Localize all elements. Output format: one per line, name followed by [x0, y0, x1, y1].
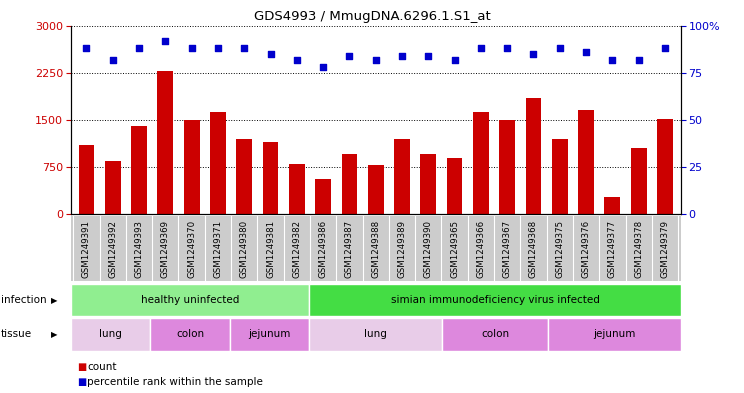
Point [212, 45, 224, 51]
Bar [499, 120, 515, 214]
Text: ■: ■ [77, 377, 86, 387]
Bar [79, 145, 94, 214]
Point [554, 45, 565, 51]
Bar [263, 142, 278, 214]
Bar [341, 154, 357, 214]
Bar [158, 71, 173, 214]
Text: GSM1249380: GSM1249380 [240, 220, 248, 277]
Text: GSM1249391: GSM1249391 [82, 220, 91, 277]
Bar [71, 318, 150, 351]
Bar [394, 139, 410, 214]
Point [344, 53, 356, 59]
Text: GSM1249377: GSM1249377 [608, 220, 617, 277]
Point [186, 45, 198, 51]
Text: colon: colon [481, 329, 509, 340]
Text: count: count [87, 362, 117, 373]
Text: lung: lung [99, 329, 122, 340]
Text: GSM1249365: GSM1249365 [450, 220, 459, 277]
Text: GSM1249388: GSM1249388 [371, 220, 380, 277]
Text: GSM1249375: GSM1249375 [555, 220, 564, 277]
Point [423, 53, 434, 59]
Point [501, 45, 513, 51]
Text: GSM1249368: GSM1249368 [529, 220, 538, 277]
Text: simian immunodeficiency virus infected: simian immunodeficiency virus infected [391, 295, 600, 305]
Point [159, 37, 171, 44]
Text: GSM1249393: GSM1249393 [135, 220, 144, 277]
Bar [105, 161, 121, 214]
Bar [473, 112, 489, 214]
Text: GSM1249378: GSM1249378 [634, 220, 643, 277]
Bar [552, 139, 568, 214]
Text: jejunum: jejunum [593, 329, 635, 340]
Text: GSM1249386: GSM1249386 [318, 220, 327, 277]
Text: jejunum: jejunum [248, 329, 291, 340]
Bar [310, 284, 681, 316]
Text: colon: colon [176, 329, 204, 340]
Bar [184, 121, 199, 214]
Bar [230, 318, 310, 351]
Point [396, 53, 408, 59]
Text: GSM1249392: GSM1249392 [109, 220, 118, 277]
Text: lung: lung [365, 329, 387, 340]
Text: GSM1249381: GSM1249381 [266, 220, 275, 277]
Bar [310, 318, 442, 351]
Bar [525, 98, 542, 214]
Point [317, 64, 329, 70]
Text: GDS4993 / MmugDNA.6296.1.S1_at: GDS4993 / MmugDNA.6296.1.S1_at [254, 10, 490, 23]
Bar [368, 165, 384, 214]
Point [527, 51, 539, 57]
Point [632, 56, 644, 62]
Text: GSM1249390: GSM1249390 [424, 220, 433, 277]
Point [475, 45, 487, 51]
Text: GSM1249376: GSM1249376 [582, 220, 591, 277]
Bar [442, 318, 548, 351]
Text: GSM1249367: GSM1249367 [503, 220, 512, 277]
Point [238, 45, 250, 51]
Text: GSM1249389: GSM1249389 [397, 220, 406, 277]
Bar [657, 119, 673, 214]
Text: GSM1249370: GSM1249370 [187, 220, 196, 277]
Bar [71, 284, 310, 316]
Point [291, 56, 303, 62]
Bar [289, 164, 305, 214]
Text: GSM1249366: GSM1249366 [476, 220, 485, 277]
Point [370, 56, 382, 62]
Point [449, 56, 461, 62]
Bar [420, 154, 436, 214]
Bar [237, 139, 252, 214]
Text: percentile rank within the sample: percentile rank within the sample [87, 377, 263, 387]
Bar [315, 179, 331, 214]
Text: GSM1249387: GSM1249387 [345, 220, 354, 277]
Bar [131, 126, 147, 214]
Text: ▶: ▶ [51, 296, 57, 305]
Point [265, 51, 277, 57]
Text: GSM1249379: GSM1249379 [661, 220, 670, 277]
Text: infection: infection [1, 295, 46, 305]
Bar [578, 110, 594, 214]
Text: GSM1249369: GSM1249369 [161, 220, 170, 277]
Text: ▶: ▶ [51, 330, 57, 339]
Bar [446, 158, 463, 214]
Text: tissue: tissue [1, 329, 32, 340]
Bar [150, 318, 230, 351]
Text: GSM1249371: GSM1249371 [214, 220, 222, 277]
Bar [210, 112, 226, 214]
Text: healthy uninfected: healthy uninfected [141, 295, 240, 305]
Bar [604, 196, 620, 214]
Text: GSM1249382: GSM1249382 [292, 220, 301, 277]
Point [580, 49, 592, 55]
Point [606, 56, 618, 62]
Bar [631, 148, 647, 214]
Point [659, 45, 671, 51]
Bar [548, 318, 681, 351]
Text: ■: ■ [77, 362, 86, 373]
Point [80, 45, 92, 51]
Point [107, 56, 119, 62]
Point [133, 45, 145, 51]
